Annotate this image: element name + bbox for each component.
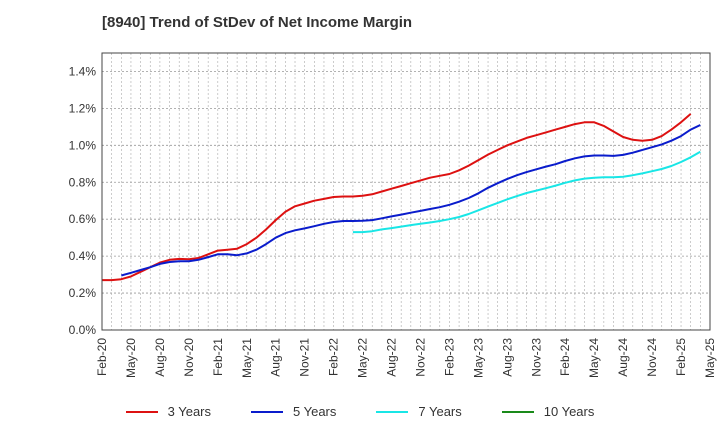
chart-title: [8940] Trend of StDev of Net Income Marg… — [102, 14, 413, 31]
legend-label: 7 Years — [418, 404, 462, 419]
y-tick-label: 1.4% — [69, 64, 97, 78]
x-tick-label: Nov-21 — [298, 338, 312, 377]
y-tick-label: 0.8% — [69, 175, 97, 189]
x-tick-label: Feb-22 — [327, 338, 341, 376]
x-tick-label: Nov-23 — [529, 338, 543, 377]
x-tick-label: Aug-21 — [269, 338, 283, 377]
y-tick-label: 0.0% — [69, 323, 97, 337]
line-chart: 0.0% 0.2% 0.4% 0.6% 0.8% 1.0% 1.2% 1.4% Feb-20 M… — [69, 52, 717, 378]
x-tick-label: Aug-20 — [153, 338, 167, 377]
legend: 3 Years 5 Years 7 Years 10 Years — [0, 404, 720, 419]
x-tick-label: May-20 — [124, 338, 138, 378]
y-tick-label: 1.2% — [69, 101, 97, 115]
y-axis: 0.0% 0.2% 0.4% 0.6% 0.8% 1.0% 1.2% 1.4% — [69, 64, 97, 337]
legend-swatch — [501, 410, 534, 413]
legend-swatch — [251, 410, 283, 413]
legend-swatch — [376, 410, 409, 413]
y-tick-label: 1.0% — [69, 138, 97, 152]
x-tick-label: Feb-20 — [95, 338, 109, 376]
x-tick-label: Nov-24 — [645, 338, 659, 377]
plot-frame — [101, 52, 711, 331]
y-tick-label: 0.6% — [69, 212, 97, 226]
x-axis: Feb-20 May-20 Aug-20 Nov-20 Feb-21 May-21 Aug-… — [95, 338, 717, 378]
x-tick-label: Nov-22 — [413, 338, 427, 377]
series-line — [352, 150, 701, 234]
x-tick-label: May-21 — [240, 338, 254, 378]
x-tick-label: Aug-22 — [385, 338, 399, 377]
grid — [101, 53, 711, 331]
x-tick-label: Feb-23 — [442, 338, 456, 376]
series-line — [121, 124, 701, 277]
legend-label: 10 Years — [543, 404, 595, 419]
y-tick-label: 0.4% — [69, 249, 97, 263]
legend-label: 5 Years — [293, 404, 337, 419]
x-tick-label: May-25 — [703, 338, 717, 378]
series-line — [102, 113, 692, 282]
x-tick-label: Feb-24 — [558, 338, 572, 376]
y-tick-label: 0.2% — [69, 286, 97, 300]
legend-item: 10 Years — [501, 404, 595, 419]
x-tick-label: Nov-20 — [182, 338, 196, 377]
x-tick-label: Aug-23 — [500, 338, 514, 377]
legend-item: 3 Years — [125, 404, 211, 419]
series-lines — [102, 113, 701, 282]
x-tick-label: May-24 — [587, 338, 601, 378]
x-tick-label: Feb-25 — [674, 338, 688, 376]
legend-item: 7 Years — [376, 404, 462, 419]
x-tick-label: May-23 — [471, 338, 485, 378]
x-tick-label: Feb-21 — [211, 338, 225, 376]
legend-label: 3 Years — [167, 404, 211, 419]
x-tick-label: May-22 — [356, 338, 370, 378]
x-tick-label: Aug-24 — [616, 338, 630, 377]
legend-swatch — [125, 410, 158, 413]
legend-item: 5 Years — [251, 404, 336, 419]
